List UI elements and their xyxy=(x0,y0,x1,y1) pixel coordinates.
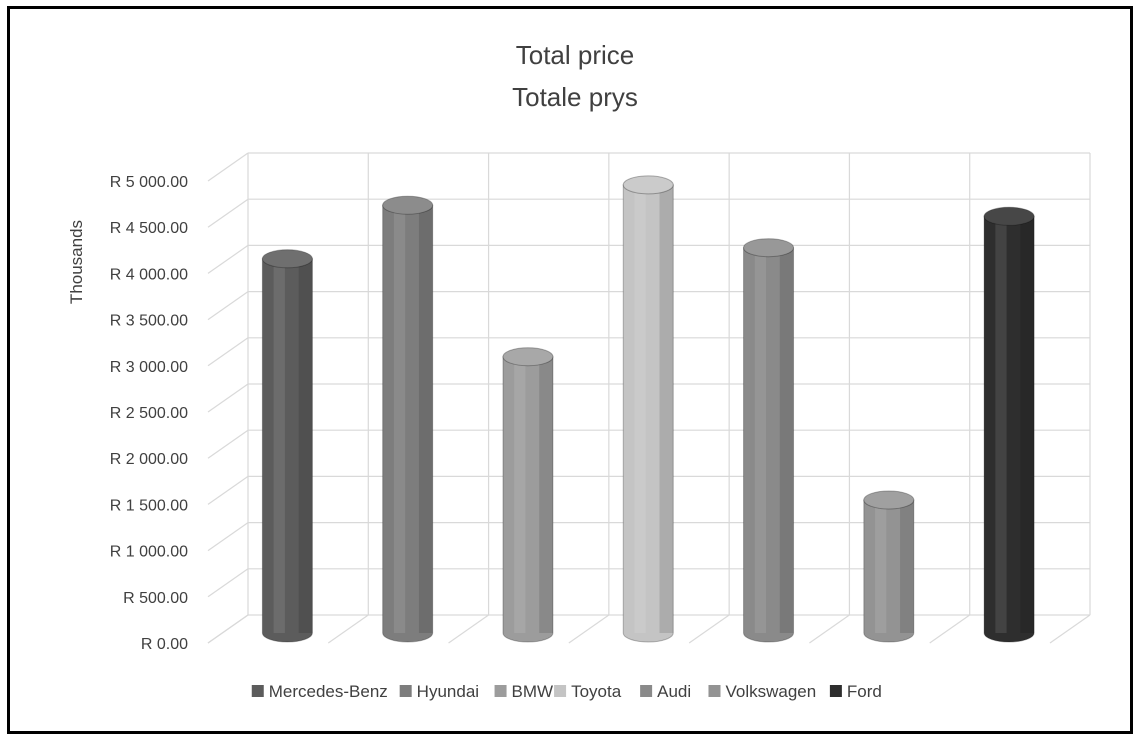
legend-label-ford: Ford xyxy=(847,682,882,701)
bar-top xyxy=(622,175,674,195)
legend-label-hyundai: Hyundai xyxy=(417,682,479,701)
legend-swatch-volkswagen xyxy=(708,685,721,697)
gridline-floor xyxy=(448,614,489,644)
gridline-floor xyxy=(327,614,369,644)
y-tick-label: R 4 500.00 xyxy=(110,220,188,237)
gridline-floor xyxy=(929,614,971,644)
gridline-side xyxy=(207,383,249,413)
y-tick-label: R 2 500.00 xyxy=(110,405,188,422)
bar-body xyxy=(261,258,313,643)
bar-shadow xyxy=(1020,216,1035,633)
bar-audi xyxy=(743,238,795,643)
gridline-floor xyxy=(1049,614,1091,644)
bar-body xyxy=(863,499,915,643)
legend-swatch-toyota xyxy=(554,685,567,697)
y-tick-label: R 3 500.00 xyxy=(110,313,188,330)
legend-swatch-hyundai xyxy=(399,685,412,697)
bar-body xyxy=(622,184,674,643)
bar-ford xyxy=(983,206,1035,643)
bar-highlight xyxy=(875,499,887,633)
legend-label-mercedes-benz: Mercedes-Benz xyxy=(269,682,388,701)
bar-body xyxy=(382,204,434,643)
bar-highlight xyxy=(754,247,767,633)
y-tick-label: R 3 000.00 xyxy=(110,359,188,376)
chart-title: Total price xyxy=(516,40,635,70)
legend-label-bmw: BMW xyxy=(512,682,554,701)
bar-top xyxy=(863,490,915,510)
bar-hyundai xyxy=(382,195,434,643)
bars xyxy=(261,175,1035,643)
bar-body xyxy=(983,215,1035,643)
y-tick-label: R 1 000.00 xyxy=(110,544,188,561)
bar-mercedes-benz xyxy=(261,249,313,643)
bar-top-shine xyxy=(623,175,674,194)
gridline-floor xyxy=(688,614,730,644)
legend-swatch-bmw xyxy=(494,685,507,697)
bar-top-shine xyxy=(382,196,433,215)
y-tick-label: R 0.00 xyxy=(141,636,188,653)
legend: Mercedes-Benz Hyundai BMW Toyota Audi Volkswa… xyxy=(251,682,882,701)
bar-shadow xyxy=(298,258,313,633)
gridline-side xyxy=(207,244,249,274)
gridline-side xyxy=(207,291,249,321)
legend-swatch-audi xyxy=(640,685,653,697)
gridline-side xyxy=(207,152,249,182)
legend-label-toyota: Toyota xyxy=(571,682,622,701)
bar-toyota xyxy=(622,175,674,643)
y-axis-label: Thousands xyxy=(67,220,86,304)
bar-highlight xyxy=(514,356,526,633)
y-tick-labels: R 0.00 R 500.00 R 1 000.00 R 1 500.00 R 2 00… xyxy=(110,174,188,653)
gridline-side xyxy=(207,475,249,505)
gridline-floor xyxy=(809,614,850,644)
bar-top-shine xyxy=(984,207,1035,226)
bar-top xyxy=(743,238,795,258)
bar-top-shine xyxy=(502,347,553,366)
gridline-side xyxy=(207,429,249,459)
bar-highlight xyxy=(393,205,406,634)
bar-shadow xyxy=(779,247,794,633)
bar-top xyxy=(983,206,1035,226)
bar-shadow xyxy=(539,356,553,633)
bar-body xyxy=(743,247,795,643)
y-tick-label: R 4 000.00 xyxy=(110,266,188,283)
bar-volkswagen xyxy=(863,490,915,643)
bar-shadow xyxy=(900,499,914,633)
bar-top-shine xyxy=(262,249,313,268)
bar-highlight xyxy=(995,216,1007,633)
bar-highlight xyxy=(634,184,646,634)
y-tick-label: R 1 500.00 xyxy=(110,497,188,514)
bar-top-shine xyxy=(743,238,794,257)
bar-shadow xyxy=(659,184,674,634)
y-tick-label: R 2 000.00 xyxy=(110,451,188,468)
y-tick-label: R 500.00 xyxy=(123,590,188,607)
bar-shadow xyxy=(418,205,433,634)
legend-label-audi: Audi xyxy=(657,682,691,701)
y-tick-label: R 5 000.00 xyxy=(110,174,188,191)
bar-highlight xyxy=(273,258,285,633)
bar-top xyxy=(382,195,434,215)
legend-label-volkswagen: Volkswagen xyxy=(725,682,816,701)
gridline-floor xyxy=(568,614,610,644)
bar-top-shine xyxy=(863,490,914,509)
gridline-side xyxy=(207,198,249,228)
gridline-side xyxy=(207,568,249,598)
chart-subtitle: Totale prys xyxy=(512,82,638,112)
bar-top xyxy=(261,249,313,269)
legend-swatch-mercedes-benz xyxy=(251,685,264,697)
gridline-side xyxy=(207,337,249,367)
chart-frame xyxy=(7,6,1133,734)
bar-bmw xyxy=(502,347,554,643)
legend-swatch-ford xyxy=(829,685,842,697)
bar-top xyxy=(502,347,554,367)
bar-body xyxy=(502,356,554,643)
gridline-floor xyxy=(207,614,249,644)
gridline-side xyxy=(207,522,249,552)
